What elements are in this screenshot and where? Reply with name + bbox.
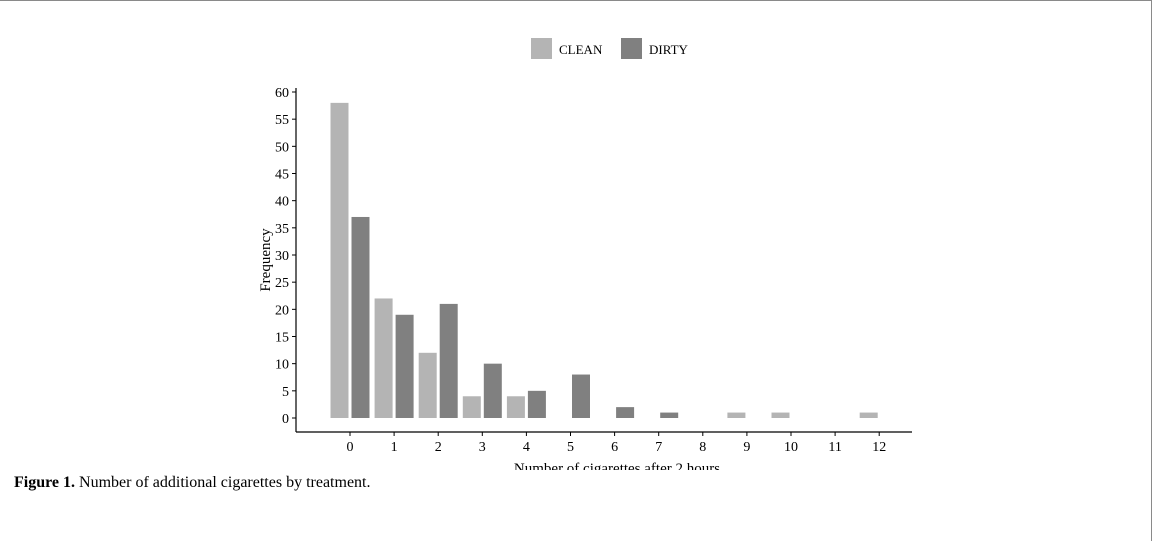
legend-swatch-dirty <box>621 38 642 59</box>
bar-dirty <box>483 363 502 418</box>
x-tick-label: 7 <box>655 440 662 455</box>
bar-clean <box>727 412 746 418</box>
y-tick-label: 40 <box>275 195 289 210</box>
legend-label-dirty: DIRTY <box>649 42 689 57</box>
bar-clean <box>859 412 878 418</box>
bar-clean <box>462 396 481 418</box>
bar-clean <box>771 412 790 418</box>
x-tick-label: 1 <box>391 440 398 455</box>
x-axis-title: Number of cigarettes after 2 hours <box>514 461 720 470</box>
bar-dirty <box>351 216 370 418</box>
y-axis-title: Frequency <box>258 228 274 292</box>
bar-clean <box>330 102 349 418</box>
bar-dirty <box>395 314 414 418</box>
y-tick-label: 35 <box>275 222 289 237</box>
x-tick-label: 5 <box>567 440 574 455</box>
bar-dirty <box>616 407 635 418</box>
y-tick-label: 25 <box>275 276 289 291</box>
x-tick-label: 10 <box>784 440 798 455</box>
bar-dirty <box>572 374 590 418</box>
y-tick-label: 45 <box>275 168 289 183</box>
bar-clean <box>418 352 437 418</box>
x-axis: 0 1 2 3 4 5 6 7 8 9 10 11 12 <box>296 431 912 455</box>
x-tick-label: 4 <box>523 440 530 455</box>
x-tick-label: 6 <box>611 440 618 455</box>
x-tick-label: 2 <box>435 440 442 455</box>
y-tick-label: 0 <box>282 412 289 427</box>
bar-clean <box>506 396 525 418</box>
bars <box>330 102 878 418</box>
figure-caption-text: Number of additional cigarettes by treat… <box>79 474 371 491</box>
x-tick-label: 3 <box>479 440 486 455</box>
legend: CLEAN DIRTY <box>531 38 689 59</box>
y-tick-label: 5 <box>282 385 289 400</box>
y-tick-label: 20 <box>275 303 289 318</box>
y-axis: 0 5 10 15 20 25 30 35 40 45 50 55 60 <box>275 86 297 432</box>
legend-label-clean: CLEAN <box>559 42 603 57</box>
legend-swatch-clean <box>531 38 552 59</box>
y-tick-label: 50 <box>275 140 289 155</box>
figure-caption: Figure 1. Number of additional cigarette… <box>14 474 370 492</box>
x-tick-label: 12 <box>872 440 886 455</box>
x-tick-label: 8 <box>699 440 706 455</box>
bar-dirty <box>527 390 546 418</box>
x-tick-label: 9 <box>743 440 750 455</box>
bar-clean <box>374 298 393 418</box>
bar-dirty <box>439 303 458 418</box>
y-tick-label: 10 <box>275 358 289 373</box>
y-tick-label: 55 <box>275 113 289 128</box>
x-tick-label: 0 <box>347 440 354 455</box>
x-tick-label: 11 <box>828 440 841 455</box>
y-tick-label: 30 <box>275 249 289 264</box>
figure-caption-label: Figure 1. <box>14 474 76 491</box>
y-tick-label: 60 <box>275 86 289 101</box>
y-tick-label: 15 <box>275 331 289 346</box>
bar-dirty <box>660 412 679 418</box>
